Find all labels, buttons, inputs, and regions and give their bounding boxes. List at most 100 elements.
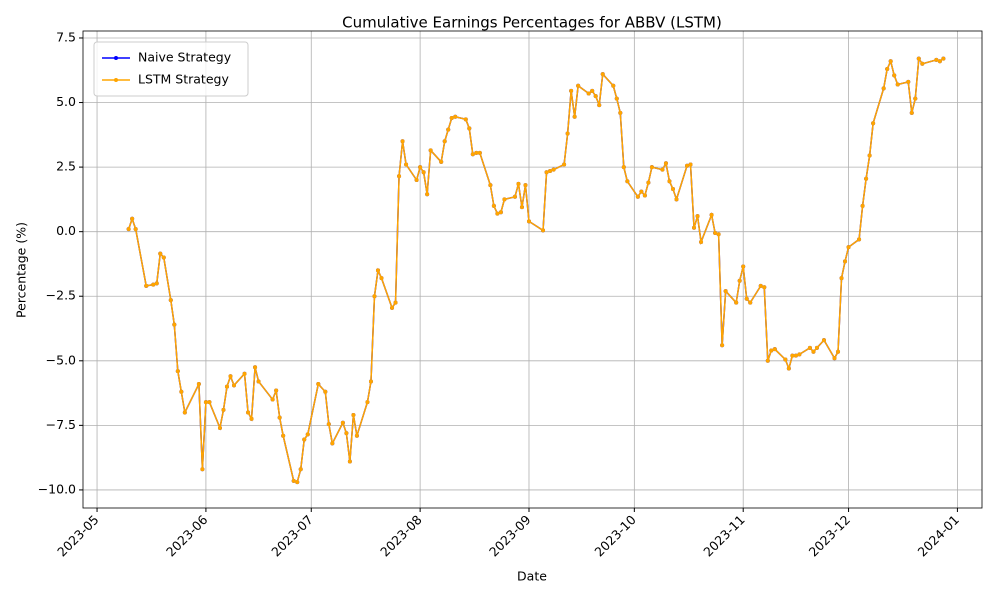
point (375, 268, 380, 273)
point (400, 139, 405, 144)
point (790, 353, 795, 358)
point (685, 163, 690, 168)
point (895, 82, 900, 87)
plot-frame (82, 30, 983, 509)
point (716, 232, 721, 237)
point (906, 79, 911, 84)
point (920, 61, 925, 66)
point (709, 212, 714, 217)
y-tick-label: −5.0 (46, 352, 76, 367)
point (758, 283, 763, 288)
point (843, 259, 848, 264)
point (793, 353, 798, 358)
point (179, 389, 184, 394)
point (916, 56, 921, 61)
point (298, 467, 303, 472)
point (512, 194, 517, 199)
point (330, 441, 335, 446)
point (548, 168, 553, 173)
x-tick-label: 2023-08 (377, 512, 425, 560)
point (667, 179, 672, 184)
point (674, 197, 679, 202)
point (133, 227, 138, 232)
point (470, 152, 475, 157)
point (172, 322, 177, 327)
point (221, 407, 226, 412)
point (347, 459, 352, 464)
y-tick-label: 5.0 (56, 94, 76, 109)
point (217, 425, 222, 430)
point (151, 282, 156, 287)
point (372, 294, 377, 299)
point (765, 358, 770, 363)
point (393, 300, 398, 305)
point (860, 203, 865, 208)
point (175, 369, 180, 374)
point (495, 211, 500, 216)
point (593, 94, 598, 99)
y-tick-label: 0.0 (56, 223, 76, 238)
y-axis-label: Percentage (%) (14, 222, 29, 318)
point (418, 165, 423, 170)
x-tick-label: 2023-12 (806, 512, 854, 560)
point (351, 413, 356, 418)
point (379, 276, 384, 281)
point (200, 467, 205, 472)
point (881, 86, 886, 91)
point (783, 357, 788, 362)
point (326, 422, 331, 427)
point (270, 397, 275, 402)
x-axis-label: Date (517, 569, 547, 584)
point (544, 170, 549, 175)
point (295, 480, 300, 485)
point (253, 365, 258, 370)
x-tick-label: 2023-09 (486, 512, 534, 560)
point (144, 283, 149, 288)
point (154, 281, 159, 286)
point (614, 96, 619, 101)
point (625, 179, 630, 184)
point (937, 59, 942, 64)
point (576, 83, 581, 88)
point (449, 116, 454, 121)
point (642, 193, 647, 198)
point (425, 192, 430, 197)
point (814, 345, 819, 350)
point (857, 237, 862, 242)
point (467, 126, 472, 131)
y-tick-label: 2.5 (56, 159, 76, 174)
point (523, 183, 528, 188)
x-tick-label: 2023-11 (700, 512, 748, 560)
point (488, 183, 493, 188)
point (769, 348, 774, 353)
point (663, 161, 668, 166)
point (519, 205, 524, 210)
point (168, 298, 173, 303)
point (885, 66, 890, 71)
point (281, 433, 286, 438)
point (414, 178, 419, 183)
x-tick-label: 2023-10 (591, 512, 639, 560)
point (242, 371, 247, 376)
point (232, 383, 237, 388)
point (670, 187, 675, 192)
point (196, 382, 201, 387)
point (621, 165, 626, 170)
point (421, 170, 426, 175)
point (323, 389, 328, 394)
point (892, 73, 897, 78)
point (551, 167, 556, 172)
point (340, 420, 345, 425)
y-tick-label: −10.0 (38, 481, 76, 496)
point (562, 162, 567, 167)
legend-marker (114, 78, 118, 82)
point (541, 228, 546, 233)
point (477, 150, 482, 155)
point (695, 214, 700, 219)
point (744, 296, 749, 301)
point (797, 352, 802, 357)
y-tick-label: 7.5 (56, 29, 76, 44)
point (397, 174, 402, 179)
point (491, 203, 496, 208)
